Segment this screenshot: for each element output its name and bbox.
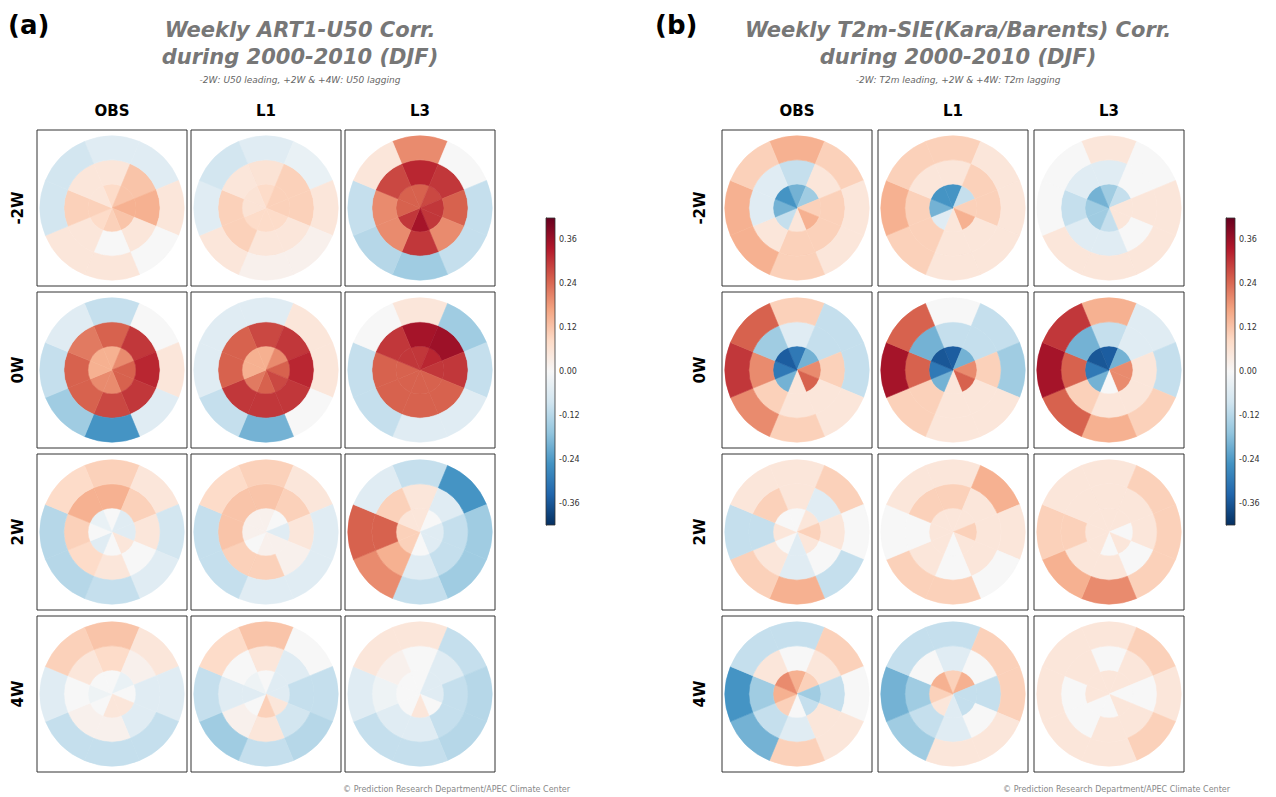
svg-text:-0.12: -0.12 [1239, 411, 1260, 420]
svg-text:L1: L1 [943, 102, 963, 120]
svg-text:© Prediction Research Departme: © Prediction Research Department/APEC Cl… [343, 785, 571, 794]
svg-text:(a): (a) [8, 10, 49, 40]
svg-text:4W: 4W [9, 680, 27, 707]
svg-text:-0.24: -0.24 [559, 455, 580, 464]
svg-text:0.00: 0.00 [559, 367, 577, 376]
svg-text:0W: 0W [9, 356, 27, 383]
svg-text:-2W: T2m leading, +2W & +4W: T: -2W: T2m leading, +2W & +4W: T2m lagging [856, 75, 1061, 85]
svg-text:0.24: 0.24 [1239, 279, 1257, 288]
svg-text:0.24: 0.24 [559, 279, 577, 288]
svg-text:OBS: OBS [95, 102, 130, 120]
svg-text:0.36: 0.36 [559, 235, 577, 244]
svg-text:0.00: 0.00 [1239, 367, 1257, 376]
svg-text:-2W: -2W [9, 191, 27, 225]
svg-text:-2W: U50 leading, +2W & +4W: U: -2W: U50 leading, +2W & +4W: U50 lagging [200, 75, 401, 85]
svg-text:L1: L1 [256, 102, 276, 120]
svg-text:0.12: 0.12 [1239, 323, 1257, 332]
svg-text:0.36: 0.36 [1239, 235, 1257, 244]
svg-text:-0.24: -0.24 [1239, 455, 1260, 464]
svg-text:L3: L3 [1099, 102, 1119, 120]
svg-text:OBS: OBS [780, 102, 815, 120]
svg-text:2W: 2W [9, 518, 27, 545]
svg-text:during 2000-2010 (DJF): during 2000-2010 (DJF) [162, 45, 439, 69]
svg-text:-2W: -2W [691, 191, 709, 225]
svg-text:Weekly T2m-SIE(Kara/Barents) C: Weekly T2m-SIE(Kara/Barents) Corr. [745, 18, 1171, 42]
svg-text:2W: 2W [691, 518, 709, 545]
svg-text:during 2000-2010 (DJF): during 2000-2010 (DJF) [820, 45, 1097, 69]
svg-text:© Prediction Research Departme: © Prediction Research Department/APEC Cl… [1003, 785, 1231, 794]
svg-text:L3: L3 [410, 102, 430, 120]
svg-text:Weekly ART1-U50 Corr.: Weekly ART1-U50 Corr. [165, 18, 436, 42]
svg-text:-0.36: -0.36 [1239, 499, 1260, 508]
svg-text:-0.12: -0.12 [559, 411, 580, 420]
svg-text:0W: 0W [691, 356, 709, 383]
svg-text:4W: 4W [691, 680, 709, 707]
svg-text:0.12: 0.12 [559, 323, 577, 332]
svg-text:-0.36: -0.36 [559, 499, 580, 508]
svg-text:(b): (b) [655, 10, 697, 40]
